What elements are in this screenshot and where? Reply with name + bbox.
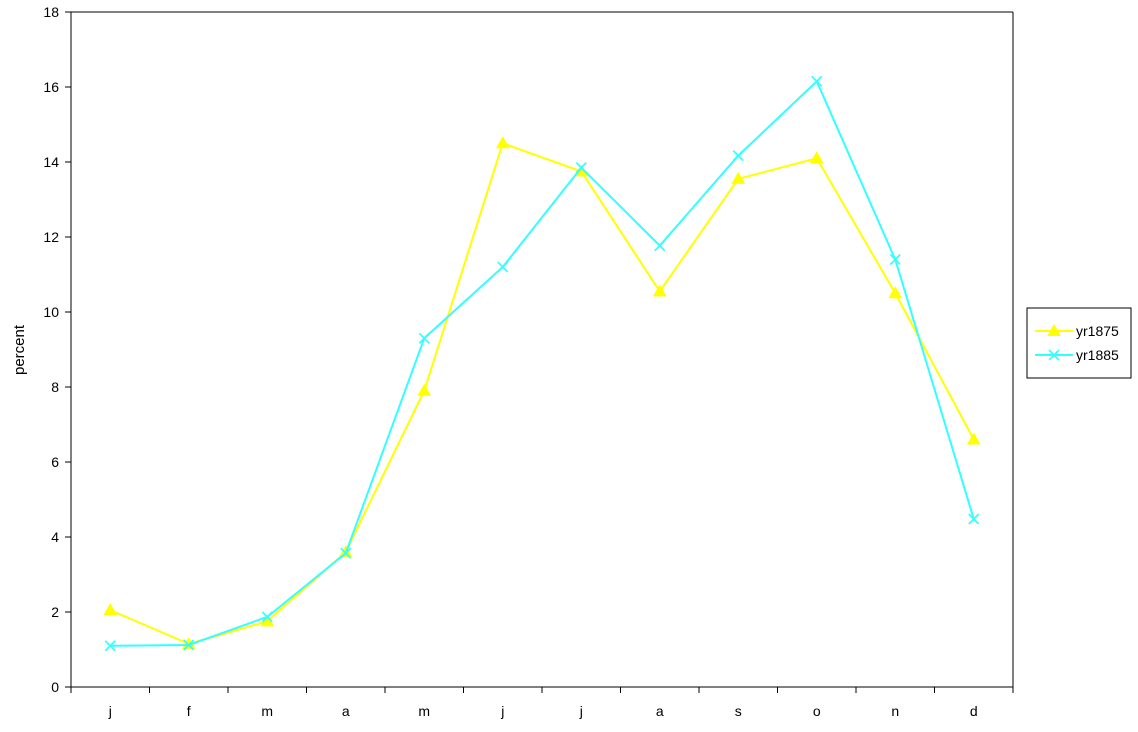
data-point (888, 286, 903, 299)
x-tick-label: n (891, 703, 899, 719)
y-tick-label: 4 (51, 529, 59, 545)
y-tick-label: 8 (51, 379, 59, 395)
data-point (340, 547, 352, 559)
series-yr1885 (104, 75, 980, 652)
data-point (731, 171, 746, 184)
y-tick-label: 14 (43, 154, 59, 170)
data-point (103, 603, 118, 616)
legend-label: yr1875 (1076, 323, 1119, 339)
legend-box (1026, 307, 1132, 379)
data-point (261, 611, 273, 623)
data-point (811, 75, 823, 87)
x-tick-label: j (579, 703, 583, 719)
y-tick-label: 0 (51, 679, 59, 695)
data-point (497, 261, 509, 273)
x-tick-label: j (108, 703, 112, 719)
data-point (575, 162, 587, 174)
data-point (654, 240, 666, 252)
series (103, 75, 981, 652)
data-point (495, 136, 510, 149)
x-tick-label: d (970, 703, 978, 719)
legend-items: yr1875 yr1885 (1035, 323, 1119, 363)
y-tick-label: 18 (43, 4, 59, 20)
legend-marker (1047, 323, 1061, 336)
data-point (418, 332, 430, 344)
x-tick-label: a (656, 703, 664, 719)
y-axis-title: percent (11, 324, 28, 375)
y-tick-label: 6 (51, 454, 59, 470)
y-axis-ticks: 0 2 4 6 8 10 12 14 16 18 (43, 4, 71, 695)
legend-label: yr1885 (1076, 347, 1119, 363)
x-tick-label: f (187, 703, 191, 719)
series-line (109, 141, 975, 645)
data-point (183, 639, 195, 651)
y-tick-label: 16 (43, 79, 59, 95)
legend-item-yr1875: yr1875 (1035, 323, 1119, 339)
y-tick-label: 12 (43, 229, 59, 245)
legend: yr1875 yr1885 (1026, 307, 1132, 379)
x-tick-label: o (813, 703, 821, 719)
legend-marker (1048, 349, 1060, 361)
data-point (889, 253, 901, 266)
data-point (652, 284, 667, 297)
x-tick-label: s (735, 703, 742, 719)
data-point (104, 640, 116, 652)
data-point (968, 513, 980, 525)
x-tick-label: j (500, 703, 504, 719)
y-tick-label: 10 (43, 304, 59, 320)
data-point (966, 432, 981, 445)
y-tick-label: 2 (51, 604, 59, 620)
legend-item-yr1885: yr1885 (1035, 347, 1119, 363)
axes (70, 11, 1014, 688)
x-tick-label: a (342, 703, 350, 719)
x-tick-label: m (418, 703, 430, 719)
series-yr1875 (103, 136, 981, 649)
data-point (732, 150, 744, 162)
data-point (417, 383, 432, 396)
data-point (809, 151, 824, 164)
series-line (110, 79, 975, 647)
x-tick-label: m (261, 703, 273, 719)
